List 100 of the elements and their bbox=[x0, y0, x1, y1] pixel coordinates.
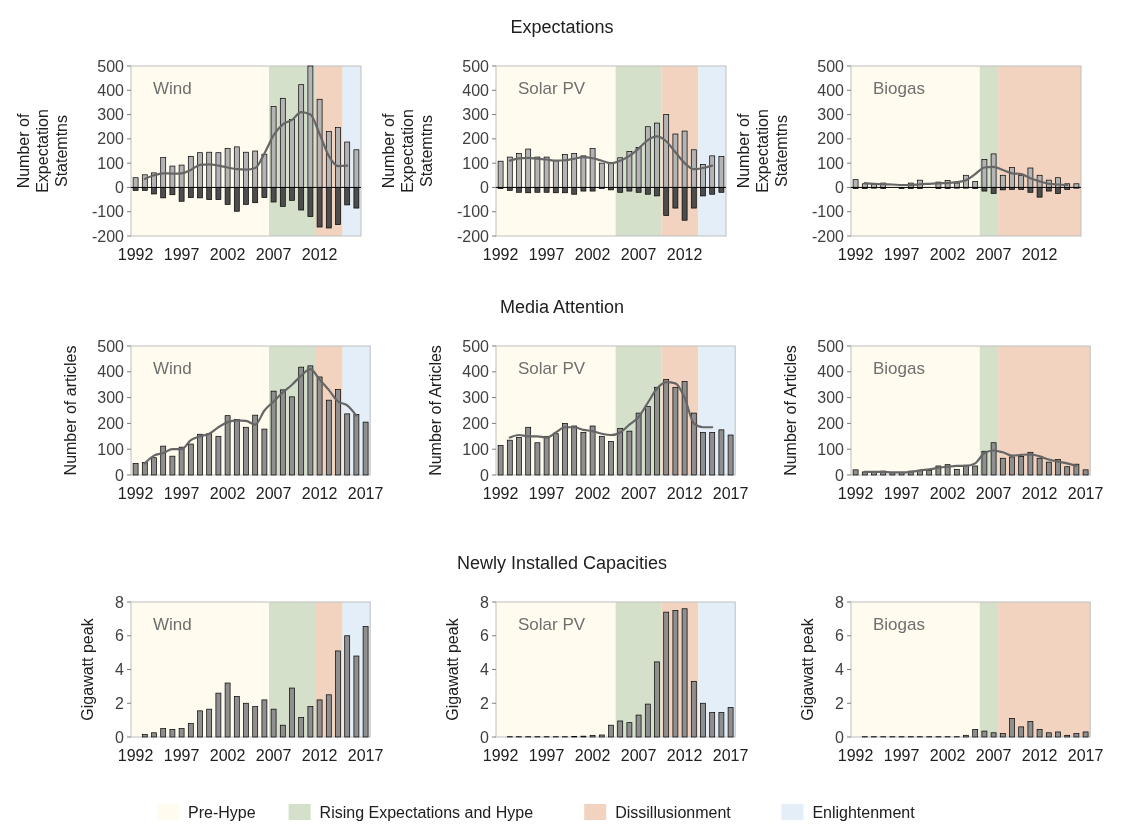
x-tick-label: 2017 bbox=[347, 747, 384, 764]
y-tick-label: 400 bbox=[462, 363, 490, 381]
x-tick-label: 2007 bbox=[975, 747, 1012, 764]
x-tick-label: 2007 bbox=[620, 747, 657, 764]
x-tick-label: 2017 bbox=[347, 485, 384, 502]
y-tick-label: 300 bbox=[97, 389, 125, 407]
legend-label: Enlightenment bbox=[812, 803, 916, 821]
annotation: Solar PV bbox=[518, 615, 586, 634]
y-tick-label: -100 bbox=[456, 203, 490, 221]
y-tick-label: 300 bbox=[462, 106, 490, 124]
y-tick-label: 200 bbox=[462, 415, 490, 432]
y-tick-label: -100 bbox=[811, 203, 845, 221]
x-tick-label: 2012 bbox=[666, 485, 703, 502]
y-tick-label: -200 bbox=[91, 227, 125, 245]
y-tick-label: 400 bbox=[817, 81, 845, 99]
y-tick-label: 200 bbox=[817, 415, 845, 432]
y-tick-label: 200 bbox=[97, 415, 125, 432]
y-tick-label: 0 bbox=[835, 179, 845, 197]
x-tick-label: 2007 bbox=[255, 485, 292, 502]
y-axis-title: Number of Articles bbox=[426, 345, 444, 476]
x-tick-label: 2007 bbox=[975, 246, 1012, 263]
y-tick-label: 300 bbox=[817, 106, 845, 124]
y-axis-title: Gigawatt peak bbox=[78, 617, 96, 721]
y-tick-label: 100 bbox=[97, 154, 125, 172]
chart-title: Newly Installed Capacities bbox=[456, 553, 668, 573]
x-tick-label: 1992 bbox=[837, 246, 874, 263]
x-tick-label: 2017 bbox=[712, 485, 749, 502]
y-axis-title: Gigawatt peak bbox=[443, 617, 461, 721]
y-tick-label: 8 bbox=[480, 593, 490, 611]
x-tick-label: 1997 bbox=[883, 246, 920, 263]
y-tick-label: 400 bbox=[97, 363, 125, 381]
x-tick-label: 1997 bbox=[528, 485, 565, 502]
x-tick-label: 2007 bbox=[255, 747, 292, 764]
x-tick-label: 2002 bbox=[209, 747, 246, 764]
annotation: Wind bbox=[153, 79, 192, 98]
x-tick-label: 2007 bbox=[620, 246, 657, 263]
y-tick-label: 200 bbox=[817, 130, 845, 148]
y-tick-label: 500 bbox=[97, 57, 125, 75]
x-tick-label: 2002 bbox=[209, 246, 246, 263]
y-tick-label: 300 bbox=[817, 389, 845, 407]
y-tick-label: 400 bbox=[817, 363, 845, 381]
annotation: Biogas bbox=[873, 79, 925, 98]
x-tick-label: 2007 bbox=[975, 485, 1012, 502]
y-tick-label: -200 bbox=[811, 227, 845, 245]
y-tick-label: 4 bbox=[480, 661, 490, 679]
y-tick-label: 300 bbox=[462, 389, 490, 407]
y-axis-title: Gigawatt peak bbox=[798, 617, 816, 721]
y-axis-title: Number of Expectation Statemtns bbox=[380, 109, 435, 193]
y-tick-label: 0 bbox=[835, 728, 845, 746]
y-tick-label: 100 bbox=[97, 440, 125, 458]
annotation: Biogas bbox=[873, 359, 925, 378]
y-tick-label: 200 bbox=[97, 130, 125, 148]
x-tick-label: 2002 bbox=[929, 246, 966, 263]
y-tick-label: 0 bbox=[115, 728, 125, 746]
y-tick-label: 0 bbox=[480, 728, 490, 746]
y-tick-label: 500 bbox=[97, 337, 125, 355]
x-tick-label: 1992 bbox=[117, 747, 154, 764]
x-tick-label: 2012 bbox=[301, 747, 338, 764]
y-tick-label: 500 bbox=[817, 57, 845, 75]
x-tick-label: 2012 bbox=[1021, 747, 1058, 764]
annotation: Solar PV bbox=[518, 359, 586, 378]
y-tick-label: 8 bbox=[115, 593, 125, 611]
y-tick-label: 0 bbox=[115, 466, 125, 484]
x-tick-label: 1992 bbox=[482, 246, 519, 263]
x-tick-label: 1992 bbox=[117, 246, 154, 263]
y-tick-label: 300 bbox=[97, 106, 125, 124]
y-tick-label: 2 bbox=[835, 694, 845, 712]
x-tick-label: 2012 bbox=[1021, 485, 1058, 502]
x-tick-label: 2012 bbox=[666, 747, 703, 764]
y-tick-label: 6 bbox=[835, 627, 845, 645]
x-tick-label: 1997 bbox=[163, 485, 200, 502]
y-tick-label: 400 bbox=[462, 81, 490, 99]
y-tick-label: -200 bbox=[456, 227, 490, 245]
y-tick-label: -100 bbox=[91, 203, 125, 221]
y-tick-label: 100 bbox=[817, 154, 845, 172]
x-tick-label: 2017 bbox=[1067, 485, 1104, 502]
chart-title: Expectations bbox=[510, 17, 614, 37]
x-tick-label: 2007 bbox=[255, 246, 292, 263]
legend-label: Dissillusionment bbox=[615, 803, 732, 821]
annotation: Biogas bbox=[873, 615, 925, 634]
x-tick-label: 1992 bbox=[837, 747, 874, 764]
x-tick-label: 1997 bbox=[883, 485, 920, 502]
x-tick-label: 2012 bbox=[1021, 246, 1058, 263]
x-tick-label: 1992 bbox=[482, 747, 519, 764]
y-axis-title: Number of Expectation Statemtns bbox=[15, 109, 70, 193]
y-axis-title: Number of articles bbox=[61, 345, 79, 476]
x-tick-label: 2002 bbox=[209, 485, 246, 502]
annotation: Solar PV bbox=[518, 79, 586, 98]
legend-label: Pre-Hype bbox=[188, 803, 256, 821]
x-tick-label: 1997 bbox=[163, 246, 200, 263]
x-tick-label: 2002 bbox=[574, 747, 611, 764]
x-tick-label: 2002 bbox=[929, 747, 966, 764]
x-tick-label: 1997 bbox=[528, 246, 565, 263]
y-tick-label: 0 bbox=[480, 179, 490, 197]
x-tick-label: 2012 bbox=[301, 246, 338, 263]
y-tick-label: 0 bbox=[115, 179, 125, 197]
y-tick-label: 6 bbox=[115, 627, 125, 645]
x-tick-label: 1992 bbox=[117, 485, 154, 502]
y-tick-label: 100 bbox=[462, 440, 490, 458]
x-tick-label: 1992 bbox=[837, 485, 874, 502]
